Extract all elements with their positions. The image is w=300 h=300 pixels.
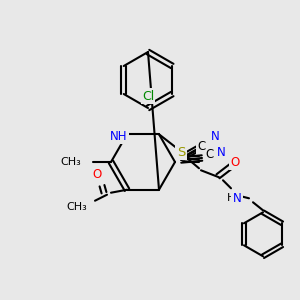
Text: Cl: Cl	[142, 89, 154, 103]
Text: S: S	[177, 146, 185, 159]
Text: NH: NH	[110, 130, 128, 143]
Text: N: N	[211, 130, 219, 142]
Text: C: C	[197, 140, 205, 152]
Text: N: N	[217, 146, 225, 160]
Text: N: N	[232, 192, 242, 205]
Text: O: O	[230, 156, 240, 169]
Text: O: O	[92, 168, 102, 181]
Text: CH₃: CH₃	[66, 202, 87, 212]
Text: CH₃: CH₃	[60, 157, 81, 167]
Text: C: C	[205, 148, 213, 161]
Text: H: H	[227, 193, 235, 203]
